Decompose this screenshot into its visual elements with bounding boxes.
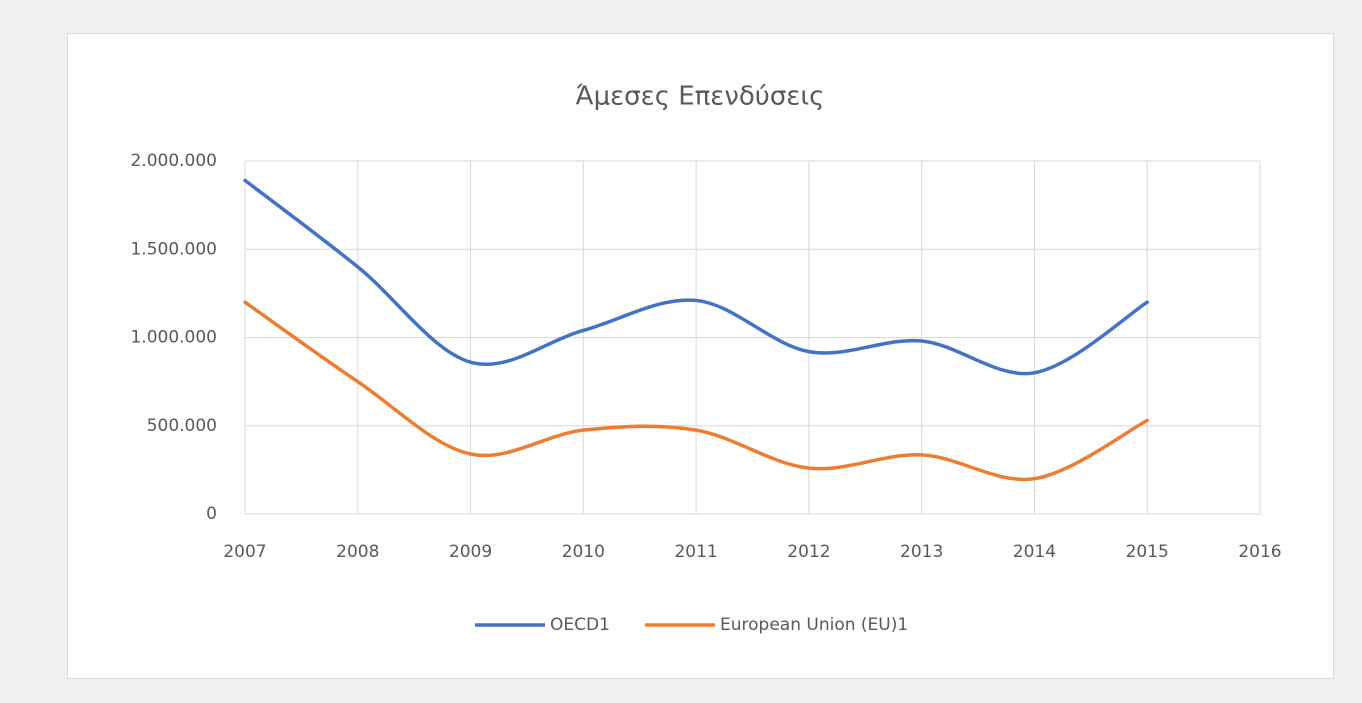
y-tick-label: 500.000: [147, 416, 217, 436]
legend-label: European Union (EU)1: [720, 615, 908, 635]
x-tick-label: 2011: [674, 542, 717, 562]
x-tick-label: 2013: [900, 542, 943, 562]
x-tick-label: 2016: [1238, 542, 1281, 562]
chart-title: Άμεσες Επενδύσεις: [576, 82, 825, 112]
y-tick-label: 1.500.000: [130, 239, 217, 259]
series-line: [243, 300, 1149, 482]
y-tick-label: 1.000.000: [130, 328, 217, 348]
x-tick-label: 2008: [336, 542, 379, 562]
x-tick-label: 2015: [1126, 542, 1169, 562]
x-tick-label: 2010: [562, 542, 605, 562]
x-tick-label: 2014: [1013, 542, 1056, 562]
legend-label: OECD1: [550, 615, 610, 635]
y-tick-label: 2.000.000: [130, 151, 217, 171]
y-tick-label: 0: [206, 504, 217, 524]
x-tick-label: 2012: [787, 542, 830, 562]
x-tick-label: 2007: [223, 542, 266, 562]
chart-area: [67, 33, 1334, 679]
series-line: [243, 178, 1149, 376]
x-tick-label: 2009: [449, 542, 492, 562]
